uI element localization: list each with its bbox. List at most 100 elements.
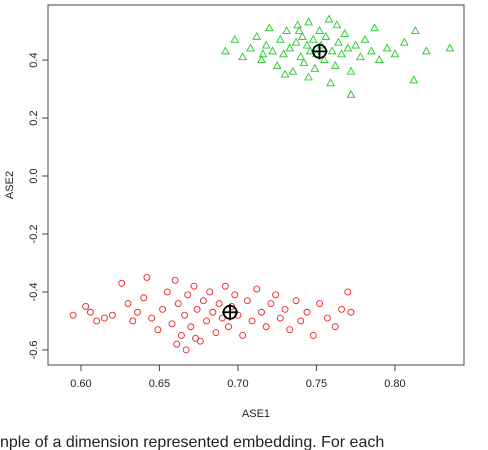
point [299, 58, 309, 66]
point [264, 23, 274, 32]
point [154, 326, 162, 334]
point [168, 320, 176, 328]
point [294, 26, 304, 35]
point [163, 288, 171, 296]
point [343, 43, 353, 52]
point [409, 75, 419, 84]
point [143, 274, 151, 281]
point [340, 29, 350, 37]
point [276, 314, 284, 322]
point [285, 43, 295, 52]
point [193, 305, 201, 313]
point [344, 288, 352, 296]
point [69, 311, 77, 319]
point [134, 308, 141, 316]
point [321, 31, 331, 40]
point [286, 326, 294, 334]
point [267, 300, 275, 308]
point [118, 279, 126, 287]
centroid [222, 304, 239, 321]
point [332, 20, 342, 29]
point [181, 311, 189, 319]
point [243, 297, 251, 305]
point [215, 300, 223, 308]
point [86, 308, 94, 316]
y-tick-label: -0.6 [28, 340, 40, 359]
point [331, 323, 339, 331]
point [308, 34, 318, 43]
point [218, 314, 226, 322]
point [148, 314, 156, 322]
x-tick-label: 0.60 [70, 378, 91, 390]
point [257, 55, 266, 64]
centroid [311, 43, 328, 60]
point [129, 317, 137, 325]
point [302, 40, 312, 49]
point [370, 23, 379, 32]
point [445, 43, 455, 52]
y-tick-label: 0.2 [28, 110, 40, 125]
point [351, 40, 361, 49]
point [231, 291, 239, 299]
point [239, 331, 247, 339]
point [410, 26, 420, 35]
caption: nple of a dimension represented embeddin… [0, 434, 384, 450]
point [297, 317, 305, 325]
point [315, 26, 324, 35]
point [390, 49, 400, 58]
point [206, 288, 214, 296]
point [303, 308, 311, 316]
point [330, 60, 340, 69]
point [190, 282, 198, 290]
point [124, 300, 132, 308]
point [221, 282, 229, 290]
point [316, 300, 324, 308]
point [261, 40, 271, 49]
point [346, 66, 356, 75]
y-tick-label: -0.2 [28, 225, 40, 244]
point [326, 78, 335, 87]
point [291, 37, 301, 46]
point [209, 308, 217, 316]
y-tick-label: 0.4 [28, 52, 40, 67]
x-tick-label: 0.75 [306, 378, 327, 390]
point [225, 323, 232, 331]
point [177, 331, 185, 339]
point [399, 37, 409, 46]
point [212, 329, 220, 336]
point [221, 46, 230, 55]
plot-frame [47, 4, 465, 366]
point [174, 300, 182, 308]
point [319, 55, 329, 64]
point [108, 311, 116, 319]
point [346, 89, 356, 98]
point [230, 34, 240, 43]
point [360, 34, 370, 43]
point [258, 49, 268, 58]
y-tick-label: 0.0 [28, 168, 40, 183]
x-tick-label: 0.80 [384, 378, 405, 390]
point [182, 346, 190, 354]
point [258, 308, 265, 316]
point [173, 340, 181, 348]
point [252, 31, 262, 40]
point [140, 294, 148, 302]
x-tick-label: 0.70 [227, 378, 248, 390]
y-tick-label: -0.4 [28, 282, 40, 301]
point [292, 297, 300, 305]
point [338, 305, 346, 313]
point [367, 46, 376, 55]
point [347, 308, 355, 316]
point [279, 49, 288, 58]
point [356, 52, 365, 61]
x-axis-label: ASE1 [242, 408, 270, 420]
point [253, 285, 261, 293]
point [184, 291, 192, 299]
point [282, 26, 291, 35]
point [272, 60, 282, 69]
point [280, 69, 290, 78]
point [101, 314, 108, 322]
point [246, 43, 255, 52]
point [248, 317, 256, 325]
